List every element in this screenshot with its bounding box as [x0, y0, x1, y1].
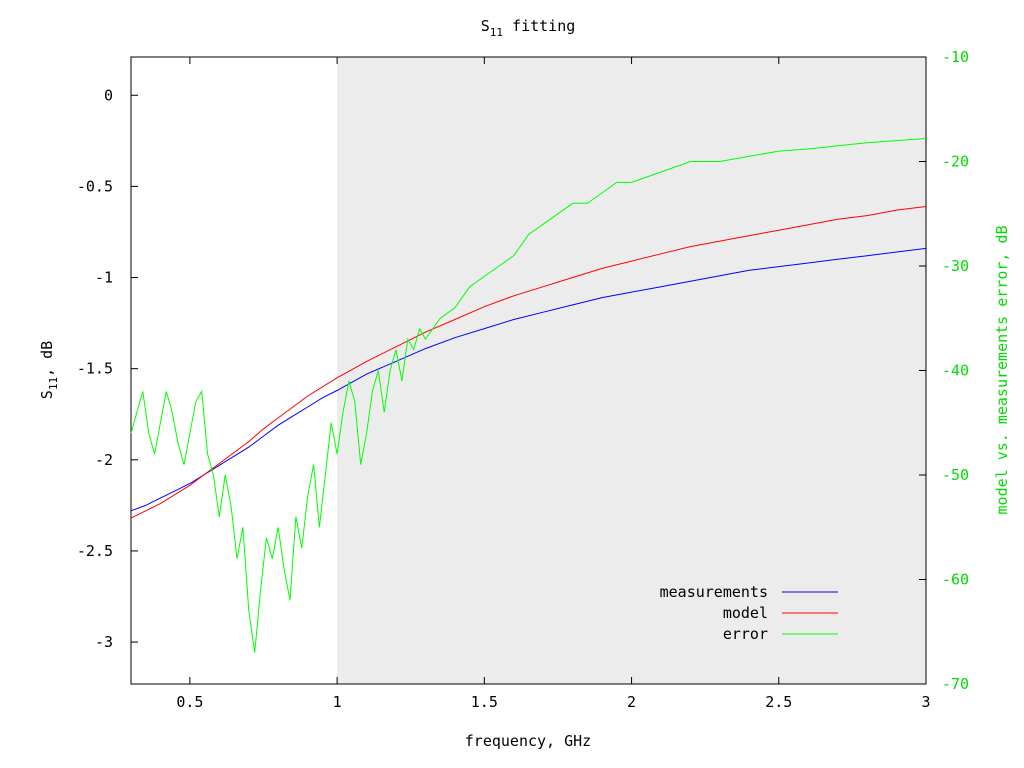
y2-tick-label: -60 [942, 571, 969, 589]
y-tick-label: -0.5 [77, 177, 113, 195]
y-axis-label: S11, dB [38, 341, 60, 399]
y2-tick-label: -20 [942, 153, 969, 171]
x-tick-label: 2.5 [765, 693, 792, 711]
y-tick-label: -1 [95, 269, 113, 287]
shaded-fit-region [337, 57, 927, 684]
chart-title: S11 fitting [481, 17, 576, 39]
x-tick-label: 0.5 [176, 693, 203, 711]
y2-tick-label: -70 [942, 675, 969, 693]
legend-label-error: error [723, 625, 768, 643]
y-tick-label: -2 [95, 451, 113, 469]
legend-label-model: model [723, 604, 768, 622]
x-tick-label: 1 [333, 693, 342, 711]
y2-axis-label: model vs. measurements error, dB [993, 226, 1011, 515]
y2-tick-label: -30 [942, 257, 969, 275]
y2-tick-label: -10 [942, 48, 969, 66]
series-line-error [130, 138, 927, 653]
x-tick-label: 2 [627, 693, 636, 711]
y-tick-label: -3 [95, 633, 113, 651]
y2-tick-label: -50 [942, 466, 969, 484]
legend-label-measurements: measurements [660, 583, 768, 601]
x-tick-label: 3 [921, 693, 930, 711]
y2-tick-label: -40 [942, 362, 969, 380]
y-tick-label: 0 [104, 86, 113, 104]
series-lines [130, 138, 927, 653]
x-tick-label: 1.5 [471, 693, 498, 711]
y-tick-label: -1.5 [77, 360, 113, 378]
series-line-measurements [130, 247, 927, 512]
legend: measurements model error [660, 583, 838, 643]
x-axis-label: frequency, GHz [465, 732, 591, 750]
y-tick-label: -2.5 [77, 542, 113, 560]
axis-ticks: 0.5 1 1.5 2 2.5 3 0 -0.5 -1 -1.5 -2 -2.5 -3 -10 -20 -30… [77, 48, 969, 711]
series-line-model [130, 206, 927, 519]
